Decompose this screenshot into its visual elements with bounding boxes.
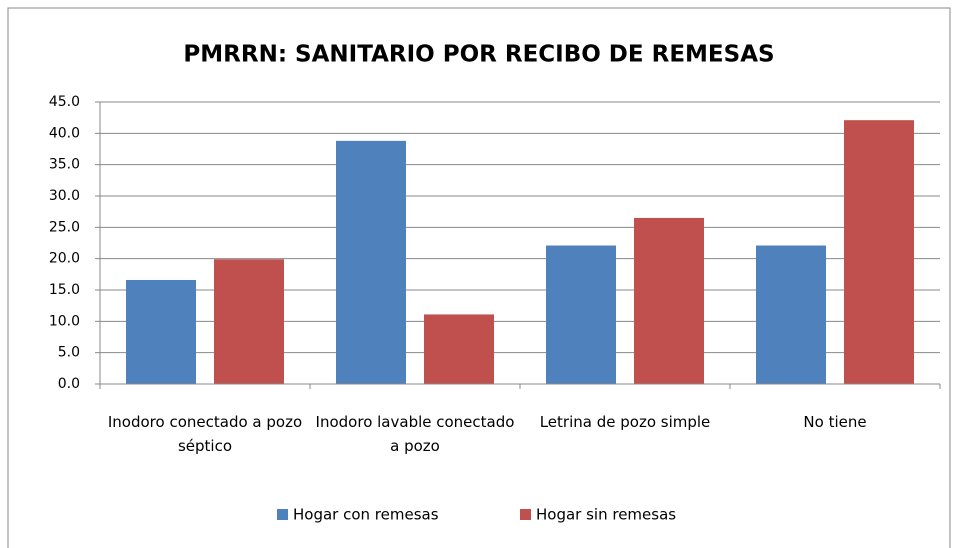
y-tick-label: 0.0 — [58, 376, 80, 392]
legend-swatch — [520, 509, 531, 520]
y-tick-label: 25.0 — [49, 219, 80, 235]
y-tick-label: 10.0 — [49, 313, 80, 329]
bar — [756, 245, 826, 384]
bar — [424, 314, 494, 384]
y-tick-label: 40.0 — [49, 125, 80, 141]
y-tick-label: 5.0 — [58, 345, 80, 361]
bar — [844, 120, 914, 384]
bar — [634, 217, 704, 384]
bar — [546, 245, 616, 384]
x-tick-label: Inodoro lavable conectado a pozo — [315, 413, 515, 455]
y-tick-label: 30.0 — [49, 188, 80, 204]
y-tick-label: 15.0 — [49, 282, 80, 298]
chart-title: PMRRN: SANITARIO POR RECIBO DE REMESAS — [183, 42, 774, 68]
x-tick-label: Letrina de pozo simple — [539, 413, 711, 431]
y-tick-label: 35.0 — [49, 157, 80, 173]
bar — [336, 140, 406, 384]
x-tick-label: Inodoro conectado a pozo séptico — [107, 413, 303, 455]
bar — [126, 279, 196, 384]
y-tick-label: 45.0 — [49, 94, 80, 110]
y-tick-label: 20.0 — [49, 251, 80, 267]
legend-label: Hogar sin remesas — [536, 506, 676, 524]
legend-label: Hogar con remesas — [293, 506, 439, 524]
legend-swatch — [277, 509, 288, 520]
x-tick-label: No tiene — [803, 413, 867, 431]
bar — [214, 259, 284, 384]
